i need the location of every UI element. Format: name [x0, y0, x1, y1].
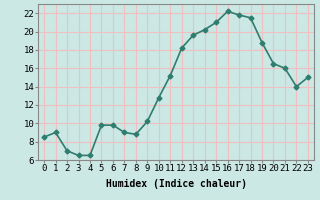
- X-axis label: Humidex (Indice chaleur): Humidex (Indice chaleur): [106, 179, 246, 189]
